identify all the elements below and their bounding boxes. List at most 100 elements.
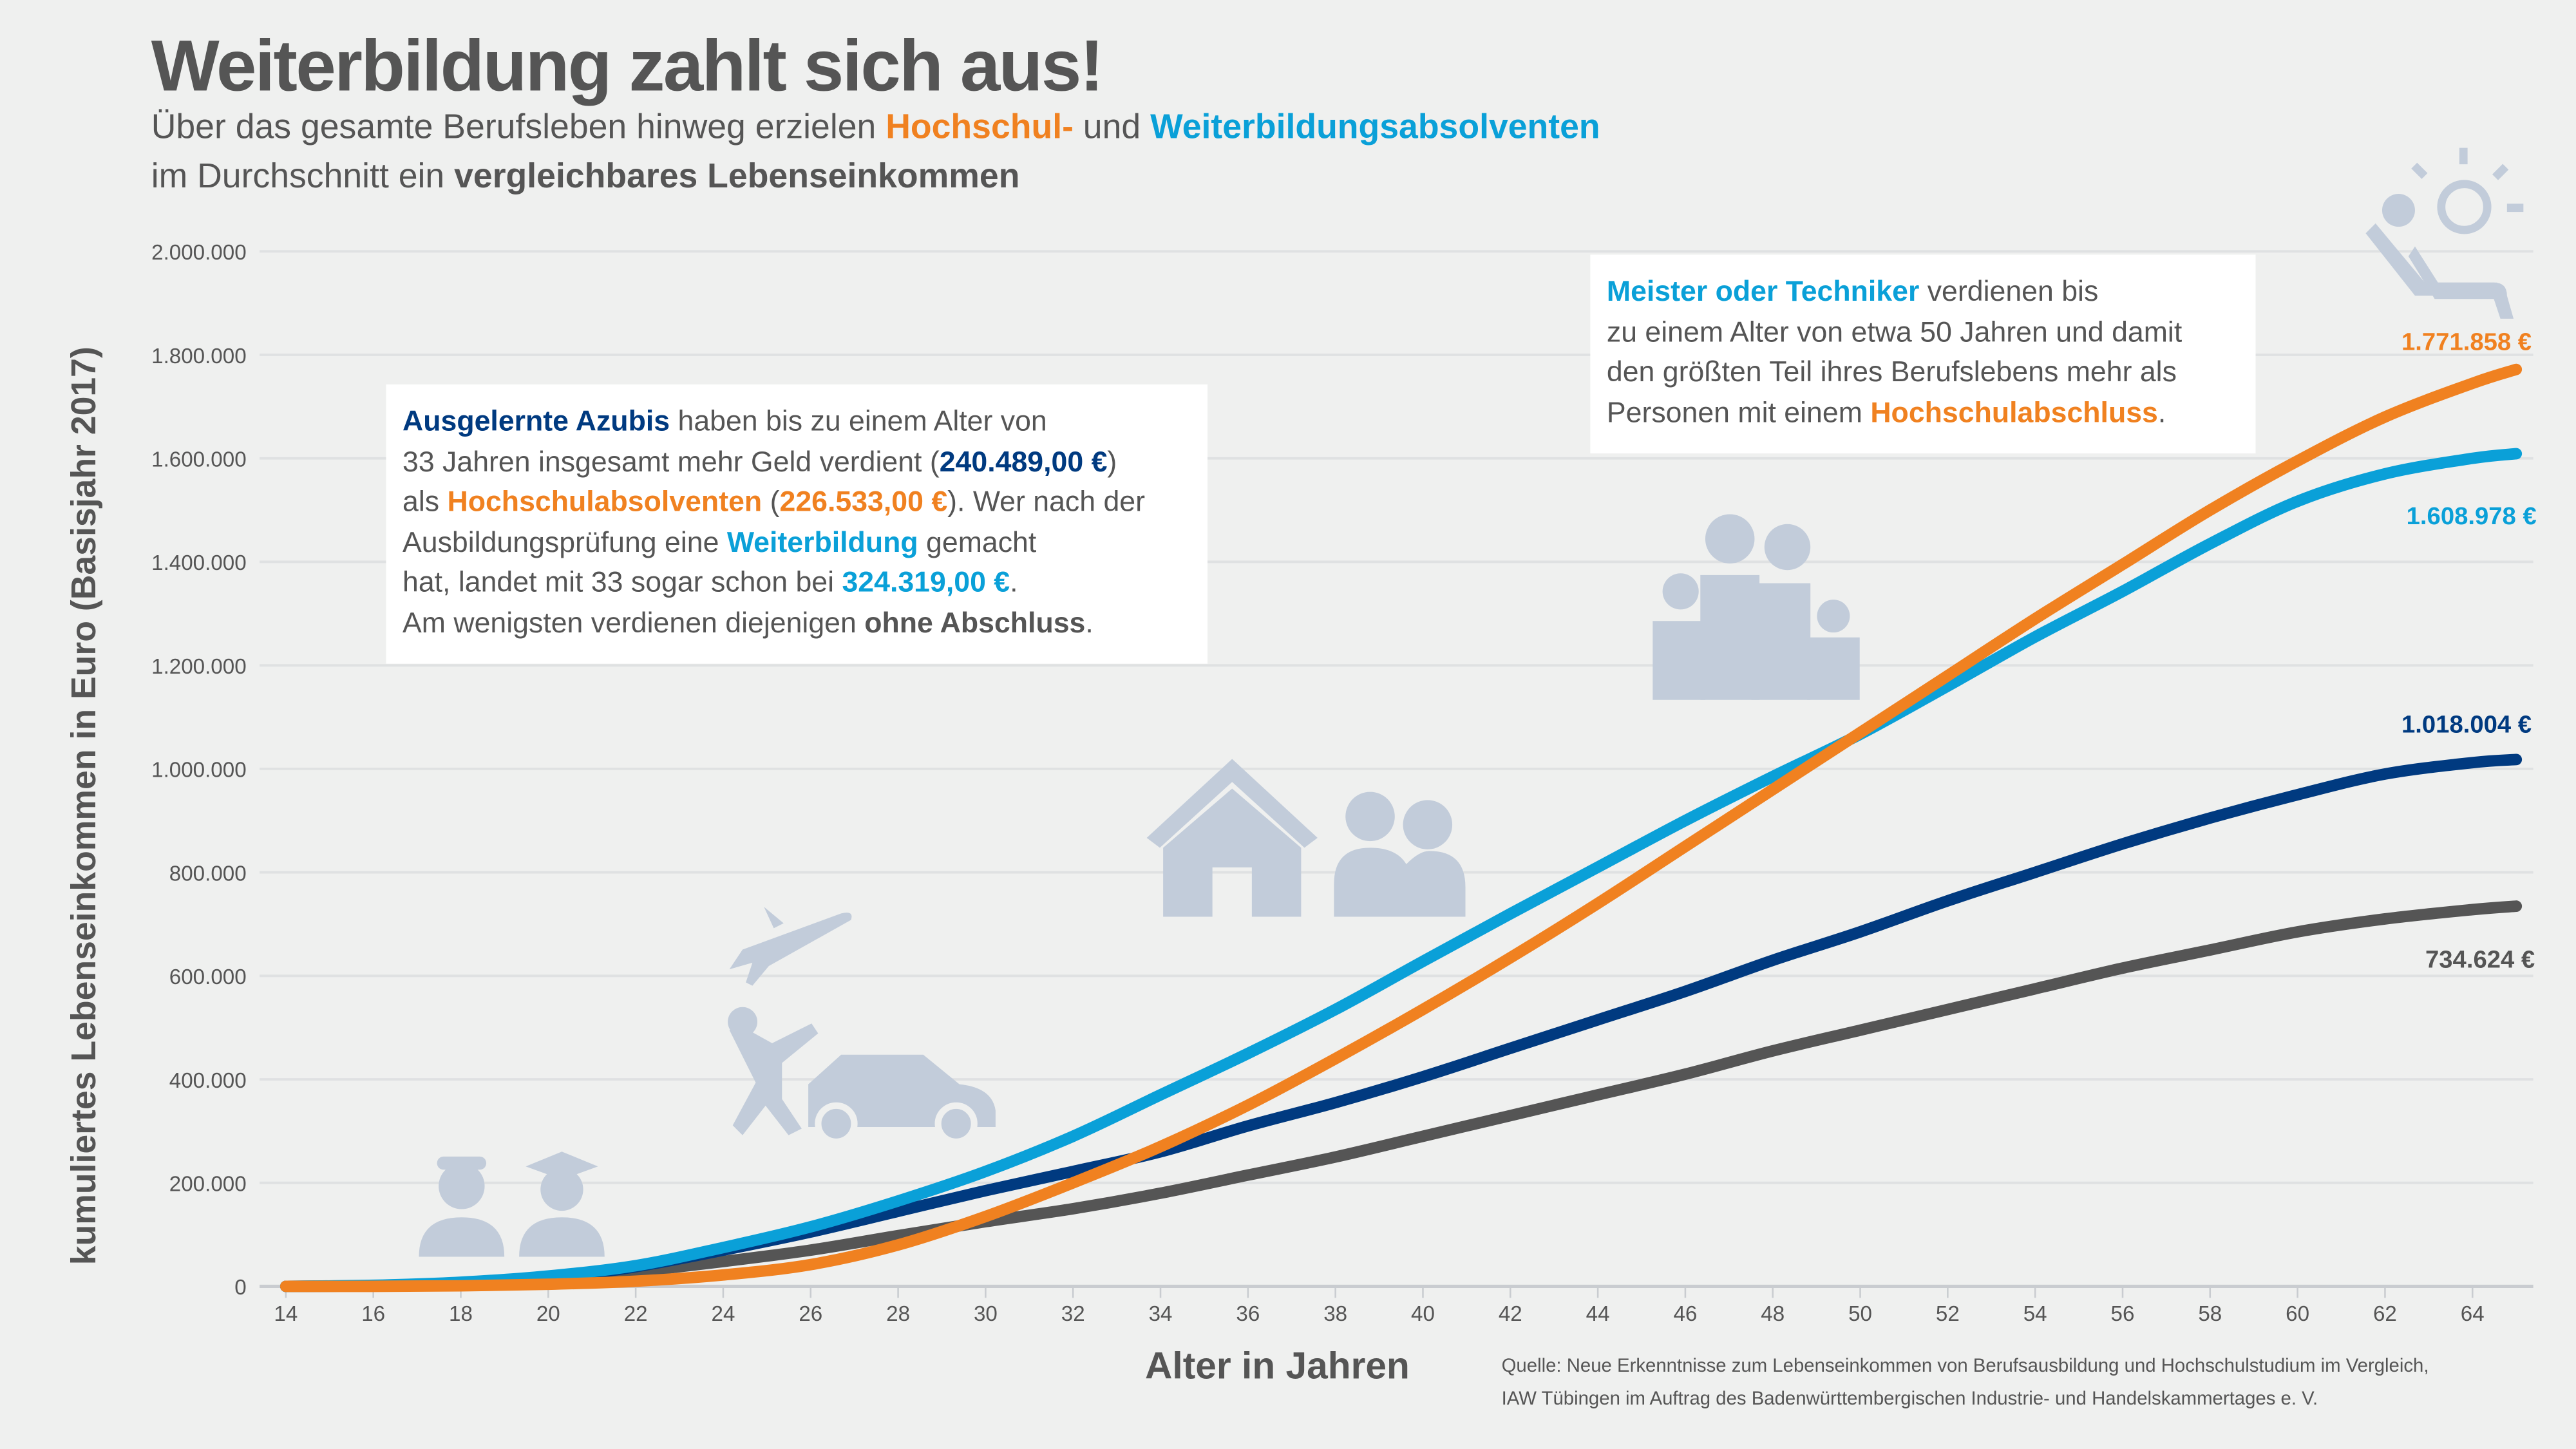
annotation-line: Am wenigsten verdienen diejenigen ohne A… [402, 602, 1191, 642]
end-value-label-ohne_abschluss: 734.624 € [2425, 946, 2535, 974]
y-tick-label: 1.600.000 [151, 448, 247, 471]
relaxing-sun-icon [2365, 147, 2524, 319]
x-tick-label: 42 [1499, 1302, 1522, 1326]
x-tick-label: 50 [1848, 1302, 1872, 1326]
x-tick-label: 40 [1411, 1302, 1435, 1326]
y-tick-label: 1.400.000 [151, 551, 247, 575]
highlight-text: 226.533,00 € [779, 484, 948, 518]
text-segment: . [1085, 605, 1094, 639]
x-tick-label: 58 [2198, 1302, 2222, 1326]
text-segment: Personen mit einem [1606, 395, 1871, 428]
text-segment: ( [762, 484, 780, 518]
text-segment: hat, landet mit 33 sogar schon bei [402, 565, 842, 598]
series-line-hochschule [279, 363, 2523, 1293]
highlight-text: Meister oder Techniker [1606, 274, 1920, 308]
x-tick-label: 44 [1586, 1302, 1610, 1326]
series-line-weiterbildung [279, 448, 2523, 1293]
source-line-2: IAW Tübingen im Auftrag des Badenwürttem… [1501, 1390, 2318, 1410]
airplane-icon [729, 907, 852, 986]
x-tick-label: 30 [974, 1302, 998, 1326]
end-value-label-azubis: 1.018.004 € [2401, 711, 2532, 739]
annotation-line: als Hochschulabsolventen (226.533,00 €).… [402, 481, 1191, 521]
x-tick-label: 20 [536, 1302, 560, 1326]
end-value-label-weiterbildung: 1.608.978 € [2407, 502, 2537, 530]
text-segment: 33 Jahren insgesamt mehr Geld verdient ( [402, 444, 940, 478]
text-segment: den größten Teil ihres Berufslebens mehr… [1606, 355, 2177, 388]
x-tick-label: 24 [712, 1302, 735, 1326]
source-line-1: Quelle: Neue Erkenntnisse zum Lebenseink… [1501, 1357, 2429, 1377]
highlight-text: Hochschulabschluss [1870, 395, 2158, 428]
x-tick-label: 52 [1936, 1302, 1960, 1326]
y-tick-label: 200.000 [169, 1172, 247, 1196]
y-tick-label: 800.000 [169, 862, 247, 886]
text-segment: ) [1107, 444, 1117, 478]
subtitle-line-2: im Durchschnitt ein vergleichbares Leben… [151, 158, 1020, 197]
y-tick-label: 1.000.000 [151, 759, 247, 782]
annotation-line: Personen mit einem Hochschulabschluss. [1607, 392, 2239, 431]
x-tick-label: 22 [624, 1302, 648, 1326]
x-axis-label: Alter in Jahren [1145, 1343, 1410, 1387]
text-segment: verdienen bis [1919, 274, 2099, 308]
y-tick-label: 2.000.000 [151, 241, 247, 265]
car-icon [808, 1054, 996, 1146]
source-note: Quelle: Neue Erkenntnisse zum Lebenseink… [1502, 1350, 2429, 1416]
text-segment: Am wenigsten verdienen diejenigen [402, 605, 865, 639]
text-segment: als [402, 484, 448, 518]
annotation-line: Meister oder Techniker verdienen bis [1607, 271, 2239, 311]
y-tick-label: 1.800.000 [151, 345, 247, 368]
y-tick-label: 600.000 [169, 965, 247, 989]
x-tick-label: 18 [449, 1302, 473, 1326]
page-title: Weiterbildung zahlt sich aus! [151, 26, 1104, 107]
subtitle-line-1: Über das gesamte Berufsleben hinweg erzi… [151, 108, 1600, 147]
text-segment: Ausbildungsprüfung eine [402, 525, 727, 558]
annotation-box-meister: Meister oder Techniker verdienen bis zu e… [1590, 254, 2256, 454]
text-segment: ). Wer nach der [947, 484, 1146, 518]
highlight-text: 240.489,00 € [939, 444, 1108, 478]
x-tick-label: 56 [2111, 1302, 2135, 1326]
x-tick-label: 60 [2286, 1302, 2309, 1326]
highlight-text: Weiterbildungsabsolventen [1150, 108, 1600, 147]
highlight-text: 324.319,00 € [842, 565, 1010, 598]
x-tick-label: 34 [1149, 1302, 1173, 1326]
annotation-line: hat, landet mit 33 sogar schon bei 324.3… [402, 562, 1191, 601]
x-tick-label: 26 [799, 1302, 822, 1326]
x-tick-label: 46 [1673, 1302, 1697, 1326]
y-tick-label: 1.200.000 [151, 655, 247, 679]
x-tick-label: 64 [2461, 1302, 2485, 1326]
y-tick-label: 400.000 [169, 1069, 247, 1093]
text-segment: . [1010, 565, 1018, 598]
annotation-line: Ausbildungsprüfung eine Weiterbildung ge… [402, 522, 1191, 562]
annotation-line: Ausgelernte Azubis haben bis zu einem Al… [402, 401, 1191, 440]
annotation-box-azubis: Ausgelernte Azubis haben bis zu einem Al… [386, 384, 1208, 664]
highlight-text: Hochschulabsolventen [447, 484, 762, 518]
highlight-text: ohne Abschluss [864, 605, 1086, 639]
x-tick-label: 54 [2023, 1302, 2047, 1326]
text-segment: . [2157, 395, 2166, 428]
x-tick-label: 16 [361, 1302, 385, 1326]
annotation-line: 33 Jahren insgesamt mehr Geld verdient (… [402, 441, 1191, 481]
worker-icon [419, 1156, 505, 1257]
end-value-label-hochschule: 1.771.858 € [2401, 328, 2532, 355]
highlight-text: vergleichbares Lebenseinkommen [454, 157, 1020, 196]
highlight-text: Ausgelernte Azubis [402, 404, 670, 437]
series-line-ohne_abschluss [279, 900, 2523, 1293]
text-segment: und [1073, 108, 1151, 147]
x-tick-label: 14 [274, 1302, 298, 1326]
text-segment: im Durchschnitt ein [151, 157, 455, 196]
x-tick-label: 28 [886, 1302, 910, 1326]
y-axis-label: kumuliertes Lebenseinkommen in Euro (Bas… [66, 346, 104, 1265]
text-segment: zu einem Alter von etwa 50 Jahren und da… [1606, 314, 2183, 348]
couple-icon [1334, 791, 1466, 917]
annotation-line: zu einem Alter von etwa 50 Jahren und da… [1607, 311, 2239, 351]
jumping-person-icon [728, 1007, 819, 1135]
annotation-line: den größten Teil ihres Berufslebens mehr… [1607, 352, 2239, 392]
house-icon [1146, 759, 1318, 917]
graduate-icon [519, 1151, 605, 1257]
text-segment: Über das gesamte Berufsleben hinweg erzi… [151, 108, 886, 147]
family-icon [1653, 514, 1860, 700]
y-tick-label: 0 [234, 1276, 246, 1300]
x-tick-label: 32 [1061, 1302, 1085, 1326]
highlight-text: Weiterbildung [726, 525, 918, 558]
